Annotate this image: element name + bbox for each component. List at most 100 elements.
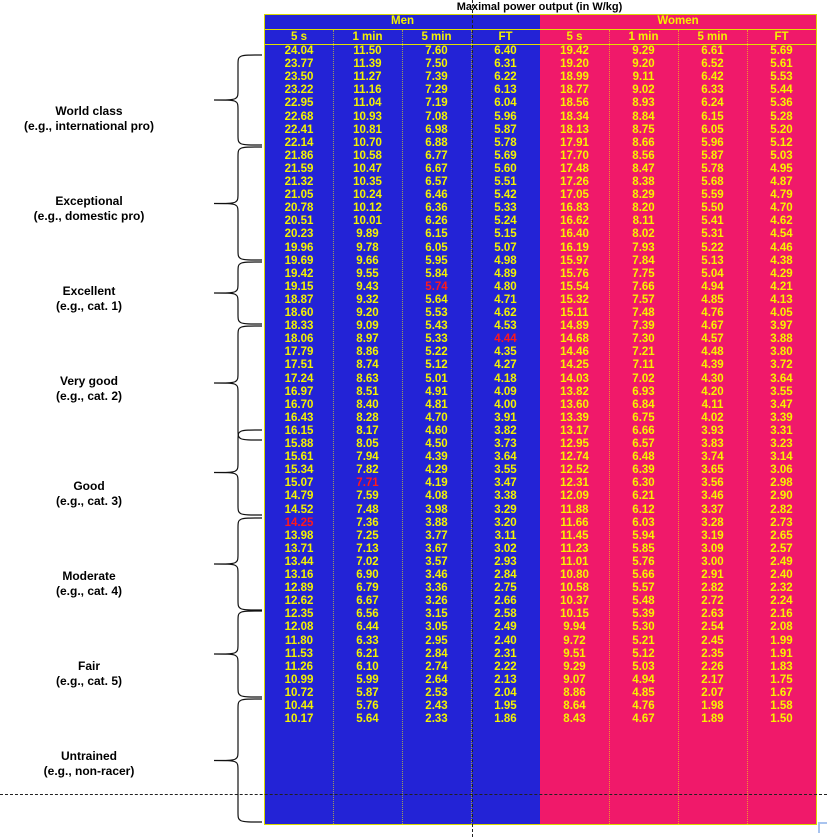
table-cell: 3.57	[425, 555, 448, 568]
table-cell: 7.25	[356, 529, 379, 542]
table-cell: 19.15	[284, 280, 314, 293]
table-cell: 4.08	[425, 490, 448, 503]
table-cell: 6.44	[356, 621, 379, 634]
table-cell: 6.57	[425, 176, 448, 188]
table-cell: 3.36	[425, 582, 448, 595]
table-cell: 10.99	[284, 673, 314, 686]
table-cell: 2.91	[701, 569, 724, 581]
table-cell: 10.58	[560, 582, 589, 595]
table-cell: 18.87	[284, 293, 314, 306]
table-cell: 22.41	[284, 123, 314, 136]
table-cell: 6.40	[494, 45, 517, 57]
category-example: (e.g., cat. 4)	[55, 584, 123, 598]
table-cell: 21.32	[284, 176, 314, 188]
table-cell: 2.82	[770, 503, 793, 516]
table-cell: 2.54	[701, 621, 724, 634]
table-cell: 4.53	[494, 320, 517, 333]
table-cell: 9.07	[563, 673, 586, 686]
table-cell: 7.29	[425, 84, 448, 97]
table-cell: 14.89	[560, 320, 589, 333]
table-cell: 2.63	[701, 608, 724, 621]
table-cell: 6.52	[701, 58, 724, 71]
category-label: Moderate (e.g., cat. 4)	[0, 569, 178, 599]
table-cell: 7.36	[356, 516, 379, 529]
table-cell: 6.30	[632, 477, 655, 490]
table-cell: 2.84	[425, 647, 448, 660]
category-example: (e.g., international pro)	[23, 119, 154, 133]
table-cell: 5.22	[701, 241, 724, 254]
table-cell: 5.53	[770, 71, 793, 84]
category-brace	[213, 517, 263, 611]
table-cell: 7.39	[425, 71, 448, 84]
table-cell: 17.05	[560, 189, 589, 202]
table-cell: 7.59	[356, 490, 379, 503]
table-cell: 4.20	[701, 385, 724, 398]
table-cell: 3.56	[701, 477, 724, 490]
table-cell: 5.31	[701, 228, 724, 241]
table-cell: 2.66	[494, 595, 517, 608]
table-cell: 2.93	[494, 555, 517, 568]
table-cell: 10.93	[353, 110, 382, 123]
table-cell: 9.29	[563, 660, 586, 673]
column-header: FT	[498, 31, 513, 43]
table-cell: 15.76	[560, 267, 589, 280]
table-cell: 2.82	[701, 582, 724, 595]
table-cell: 5.03	[632, 660, 655, 673]
table-cell: 2.45	[701, 634, 724, 647]
category-name: Good	[73, 479, 105, 493]
table-cell: 5.24	[494, 215, 517, 228]
table-cell: 12.62	[284, 595, 314, 608]
table-cell: 5.07	[494, 241, 517, 254]
table-cell: 8.64	[563, 700, 586, 712]
table-cell: 4.81	[425, 398, 448, 411]
table-cell: 8.28	[356, 411, 379, 424]
table-cell: 10.58	[353, 149, 382, 162]
table-cell: 6.21	[356, 647, 379, 660]
table-cell: 4.13	[770, 293, 793, 306]
table-cell: 4.76	[632, 700, 655, 712]
table-cell: 6.15	[425, 228, 448, 241]
table-cell: 6.13	[494, 84, 517, 97]
table-cell: 16.70	[284, 398, 314, 411]
table-cell: 4.85	[701, 293, 724, 306]
table-cell: 6.33	[356, 634, 379, 647]
table-cell: 2.72	[701, 595, 724, 608]
table-cell: 19.20	[560, 58, 589, 71]
table-cell: 4.48	[701, 346, 724, 359]
table-cell: 2.90	[770, 490, 793, 503]
category-label: Untrained (e.g., non-racer)	[0, 749, 178, 779]
table-cell: 4.44	[494, 333, 517, 346]
table-cell: 6.57	[632, 438, 655, 450]
table-cell: 11.01	[560, 555, 589, 568]
table-cell: 3.64	[494, 451, 517, 464]
table-cell: 4.70	[770, 202, 793, 215]
table-cell: 6.12	[632, 503, 655, 516]
table-cell: 8.66	[632, 136, 655, 149]
table-cell: 1.50	[770, 713, 793, 726]
table-cell: 9.20	[632, 58, 655, 71]
table-cell: 8.05	[356, 438, 379, 450]
table-cell: 16.40	[560, 228, 589, 241]
women-group-header: Women	[657, 15, 699, 27]
table-cell: 3.88	[425, 516, 448, 529]
table-cell: 3.15	[425, 608, 448, 621]
table-cell: 5.12	[770, 136, 793, 149]
column-header: 5 min	[697, 31, 728, 43]
table-cell: 6.31	[494, 58, 517, 71]
table-cell: 2.24	[770, 595, 793, 608]
table-cell: 2.07	[701, 686, 724, 699]
table-cell: 10.80	[560, 569, 589, 581]
table-cell: 2.40	[770, 569, 793, 581]
table-cell: 7.39	[632, 320, 655, 333]
table-cell: 3.47	[770, 398, 793, 411]
table-cell: 7.21	[632, 346, 655, 359]
table-cell: 22.68	[284, 110, 314, 123]
table-cell: 2.65	[770, 529, 793, 542]
table-cell: 6.05	[701, 123, 724, 136]
table-cell: 5.39	[632, 608, 655, 621]
table-cell: 7.13	[356, 542, 379, 555]
table-cell: 4.70	[425, 411, 448, 424]
table-cell: 4.29	[425, 464, 448, 477]
table-cell: 18.13	[560, 123, 589, 136]
table-cell: 5.44	[770, 84, 793, 97]
